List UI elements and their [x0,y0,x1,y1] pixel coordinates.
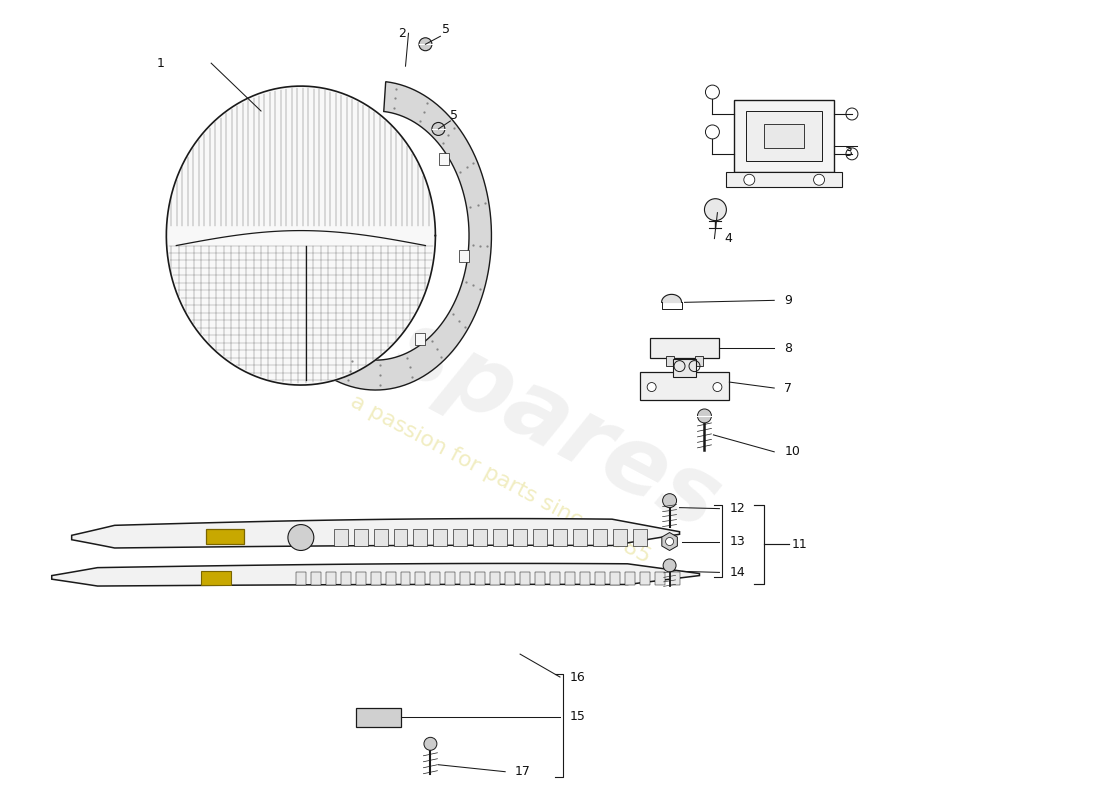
Text: 12: 12 [729,502,745,515]
FancyBboxPatch shape [764,124,804,148]
Circle shape [662,494,676,508]
FancyBboxPatch shape [640,572,650,586]
FancyBboxPatch shape [534,529,547,546]
FancyBboxPatch shape [371,572,381,586]
Text: 15: 15 [570,710,586,723]
FancyBboxPatch shape [453,529,468,546]
Text: 5: 5 [442,22,450,36]
Text: 2: 2 [398,26,406,40]
Text: 3: 3 [844,146,851,159]
FancyBboxPatch shape [386,572,396,586]
FancyBboxPatch shape [433,529,448,546]
Polygon shape [662,533,678,550]
FancyBboxPatch shape [459,250,469,262]
Text: 4: 4 [725,232,733,245]
FancyBboxPatch shape [573,529,587,546]
FancyBboxPatch shape [505,572,515,586]
Circle shape [814,174,825,186]
Circle shape [744,174,755,186]
Text: 10: 10 [784,446,800,458]
FancyBboxPatch shape [565,572,575,586]
FancyBboxPatch shape [666,356,673,366]
Text: a passion for parts since 1985: a passion for parts since 1985 [346,392,653,568]
Text: 9: 9 [784,294,792,307]
Polygon shape [52,563,700,586]
Text: 16: 16 [570,670,585,683]
FancyBboxPatch shape [535,572,544,586]
FancyBboxPatch shape [520,572,530,586]
Text: 13: 13 [729,535,745,548]
FancyBboxPatch shape [550,572,560,586]
FancyBboxPatch shape [206,529,244,545]
FancyBboxPatch shape [394,529,407,546]
Circle shape [697,409,712,423]
FancyBboxPatch shape [654,572,664,586]
FancyBboxPatch shape [650,338,719,358]
FancyBboxPatch shape [640,372,729,400]
Circle shape [647,382,656,391]
FancyBboxPatch shape [613,529,627,546]
Text: 1: 1 [156,57,164,70]
FancyBboxPatch shape [672,359,696,377]
FancyBboxPatch shape [580,572,590,586]
FancyBboxPatch shape [201,571,231,586]
FancyBboxPatch shape [609,572,619,586]
Polygon shape [661,294,682,302]
Text: 11: 11 [792,538,807,551]
FancyBboxPatch shape [513,529,527,546]
FancyBboxPatch shape [355,572,365,586]
FancyBboxPatch shape [746,111,822,161]
Text: eurospares: eurospares [165,190,736,551]
Circle shape [713,382,722,391]
FancyBboxPatch shape [595,572,605,586]
Circle shape [424,738,437,750]
FancyBboxPatch shape [735,100,834,172]
Polygon shape [336,82,492,390]
FancyBboxPatch shape [326,572,336,586]
FancyBboxPatch shape [430,572,440,586]
Circle shape [432,122,444,135]
Circle shape [288,525,313,550]
FancyBboxPatch shape [400,572,410,586]
FancyBboxPatch shape [593,529,607,546]
FancyBboxPatch shape [414,529,428,546]
FancyBboxPatch shape [296,572,306,586]
Text: 5: 5 [450,110,459,122]
FancyBboxPatch shape [446,572,455,586]
FancyBboxPatch shape [726,172,842,186]
Text: 14: 14 [729,566,745,579]
FancyBboxPatch shape [473,529,487,546]
FancyBboxPatch shape [416,333,426,345]
FancyBboxPatch shape [632,529,647,546]
Text: 8: 8 [784,342,792,354]
FancyBboxPatch shape [491,572,501,586]
FancyBboxPatch shape [493,529,507,546]
Circle shape [663,559,676,572]
FancyBboxPatch shape [439,153,449,165]
FancyBboxPatch shape [475,572,485,586]
FancyBboxPatch shape [374,529,387,546]
FancyBboxPatch shape [670,572,680,586]
FancyBboxPatch shape [553,529,566,546]
FancyBboxPatch shape [625,572,635,586]
Circle shape [666,538,673,546]
FancyBboxPatch shape [341,572,351,586]
FancyBboxPatch shape [311,572,321,586]
Circle shape [419,38,432,50]
Circle shape [704,198,726,221]
Text: 7: 7 [784,382,792,394]
FancyBboxPatch shape [355,708,400,727]
Polygon shape [72,518,680,548]
FancyBboxPatch shape [416,572,426,586]
Text: 17: 17 [515,766,531,778]
FancyBboxPatch shape [354,529,367,546]
Polygon shape [166,86,436,385]
FancyBboxPatch shape [460,572,471,586]
FancyBboxPatch shape [695,356,704,366]
FancyBboxPatch shape [333,529,348,546]
